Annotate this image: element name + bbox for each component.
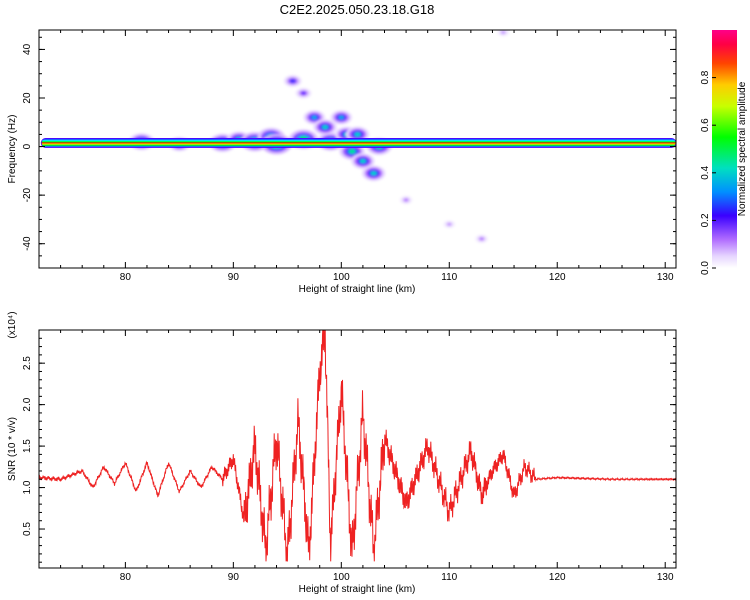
spectrogram-x-label: Height of straight line (km) [299, 284, 416, 295]
y-tick-label: 1.0 [22, 480, 33, 494]
spectrogram-blob [501, 31, 506, 34]
y-tick-label: 1.5 [22, 439, 33, 453]
spectrogram-blobs [128, 30, 510, 244]
x-tick-label: 100 [333, 572, 350, 583]
colorbar-scale [712, 30, 737, 268]
y-tick-label: 0 [22, 143, 33, 149]
y-tick-label: -20 [22, 187, 33, 202]
x-tick-label: 100 [333, 272, 350, 283]
spectrogram-x-ticks: 80 90 100 110 120 130 [38, 30, 674, 283]
spectrogram-blob [348, 149, 356, 154]
snr-y-ticks: 0.5 1.0 1.5 2.0 2.5 [22, 329, 676, 563]
x-tick-label: 80 [120, 272, 132, 283]
spectrogram-blob [354, 132, 361, 137]
x-tick-label: 130 [657, 572, 674, 583]
snr-series-line [39, 330, 676, 562]
spectrogram-blob [404, 198, 408, 202]
colorbar-ticks: 0.0 0.2 0.4 0.6 0.8 [700, 70, 716, 275]
spectrogram-blob [338, 115, 345, 120]
snr-panel: 80 90 100 110 120 130 0.5 1.0 1.5 2.0 2.5 Height … [7, 311, 677, 595]
colorbar-tick-label: 0.8 [700, 70, 711, 84]
spectrogram-band-stripe [40, 138, 676, 148]
x-tick-label: 120 [549, 572, 566, 583]
colorbar-tick-label: 0.0 [700, 261, 711, 275]
spectrogram-blob [301, 91, 306, 95]
spectrogram-y-ticks: -40 -20 0 20 40 [22, 36, 676, 269]
colorbar-tick-label: 0.6 [700, 118, 711, 132]
snr-x-ticks: 80 90 100 110 120 130 [38, 330, 674, 583]
x-tick-label: 90 [228, 572, 240, 583]
y-tick-label: -40 [22, 236, 33, 251]
spectrogram-panel: 80 90 100 110 120 130 -40 -20 0 20 40 Height of s… [7, 29, 677, 295]
snr-x-label: Height of straight line (km) [299, 584, 416, 595]
y-tick-label: 0.5 [22, 522, 33, 536]
snr-frame [38, 329, 677, 569]
y-tick-label: 20 [22, 92, 33, 104]
x-tick-label: 90 [228, 272, 240, 283]
spectrogram-y-label: Frequency (Hz) [7, 115, 18, 184]
x-tick-label: 120 [549, 272, 566, 283]
spectrogram-blob [359, 158, 367, 164]
x-tick-label: 110 [441, 272, 457, 283]
spectrogram-blob [311, 115, 318, 120]
spectrogram-blob [290, 79, 296, 83]
chart-title: C2E2.2025.050.23.18.G18 [280, 2, 435, 17]
spectrogram-blob [479, 237, 484, 241]
x-tick-label: 130 [657, 272, 674, 283]
spectrogram-blob [447, 223, 452, 226]
spectrogram-band [40, 138, 676, 148]
snr-y-label: SNR (10 * v/v) [7, 417, 18, 481]
snr-multiplier: (x10⁴) [7, 311, 18, 338]
spectrogram-blob [370, 171, 377, 176]
colorbar-label: Normalized spectral amplitude [737, 81, 748, 216]
colorbar: 0.0 0.2 0.4 0.6 0.8 Normalized spectral ampl… [700, 30, 748, 275]
colorbar-tick-label: 0.4 [700, 165, 711, 179]
spectrogram-frame [38, 29, 677, 269]
spectrogram-blob [321, 124, 329, 130]
x-tick-label: 110 [441, 572, 457, 583]
y-tick-label: 2.5 [22, 356, 33, 370]
y-tick-label: 2.0 [22, 397, 33, 411]
colorbar-tick-label: 0.2 [700, 213, 711, 227]
y-tick-label: 40 [22, 43, 33, 55]
x-tick-label: 80 [120, 572, 132, 583]
